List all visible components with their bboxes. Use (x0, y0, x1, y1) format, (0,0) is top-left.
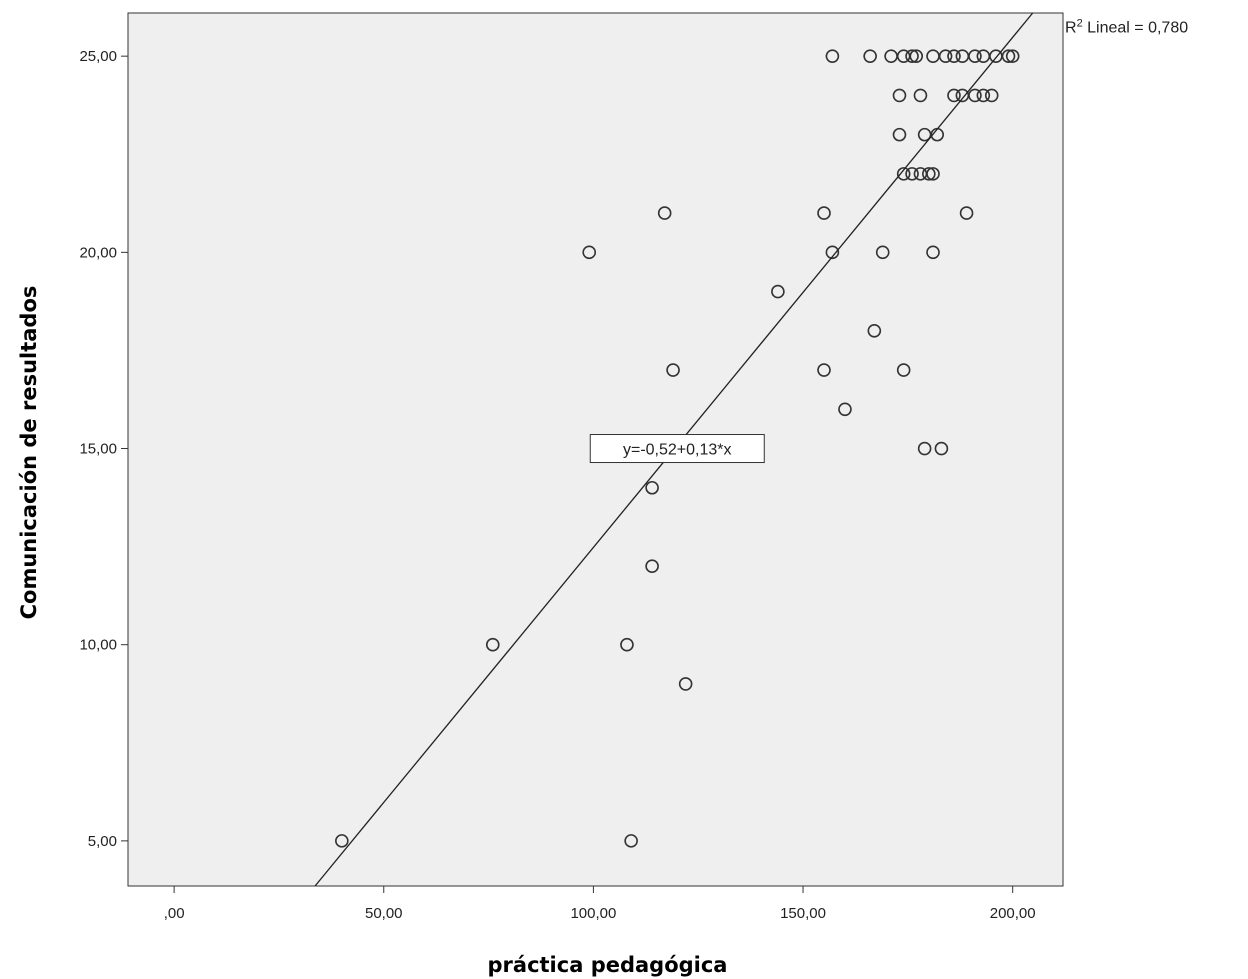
equation-label: y=-0,52+0,13*x (623, 442, 732, 459)
x-axis-title: práctica pedagógica (488, 953, 728, 977)
data-point (934, 441, 949, 456)
y-tick-label: 20,00 (79, 244, 117, 261)
data-point (926, 245, 940, 260)
equation-box (589, 434, 765, 464)
data-point (905, 167, 919, 181)
data-point (771, 284, 785, 299)
y-axis-title: Comunicación de resultados (17, 286, 41, 620)
data-point (947, 49, 961, 63)
x-tick-label: 50,00 (365, 905, 403, 922)
y-axis-ticks: 5,00 10,00 15,00 20,00 25,00 (79, 48, 128, 850)
data-point (335, 834, 349, 848)
x-tick-label: ,00 (164, 905, 185, 922)
x-tick-label: 200,00 (990, 905, 1036, 922)
data-point (645, 559, 659, 574)
data-point (817, 206, 831, 220)
r2-label: R2 Lineal = 0,780 (1065, 18, 1188, 37)
data-point (984, 88, 999, 103)
y-tick-label: 25,00 (79, 48, 117, 65)
data-point (922, 167, 936, 181)
data-point (892, 88, 907, 103)
data-point (825, 245, 840, 260)
data-point (875, 245, 890, 260)
data-point (917, 441, 932, 456)
data-point (938, 49, 953, 63)
data-point (913, 88, 928, 103)
data-point (926, 167, 940, 181)
y-tick-label: 10,00 (79, 637, 117, 654)
data-point (817, 363, 831, 377)
data-points (335, 49, 1020, 848)
data-point (867, 324, 882, 338)
data-point (620, 637, 634, 652)
data-point (657, 206, 672, 220)
data-point (1005, 49, 1020, 63)
data-point (905, 49, 919, 63)
data-point (678, 677, 693, 691)
data-point (896, 167, 911, 181)
x-axis-ticks: ,00 50,00 100,00 150,00 200,00 (164, 886, 1036, 922)
data-point (863, 49, 877, 63)
data-point (892, 127, 907, 142)
data-point (1001, 49, 1016, 63)
data-point (947, 88, 961, 103)
data-point (976, 88, 991, 103)
data-point (825, 49, 840, 63)
y-tick-label: 5,00 (88, 833, 117, 850)
data-point (968, 49, 982, 63)
data-point (838, 402, 852, 417)
data-point (666, 363, 680, 377)
data-point (909, 49, 924, 63)
data-point (968, 88, 982, 103)
data-point (645, 480, 659, 495)
data-point (624, 834, 638, 848)
data-point (896, 363, 911, 377)
y-tick-label: 15,00 (79, 441, 117, 458)
data-point (959, 206, 974, 220)
data-point (485, 637, 500, 652)
x-tick-label: 150,00 (780, 905, 826, 922)
data-point (582, 245, 597, 260)
x-tick-label: 100,00 (570, 905, 616, 922)
